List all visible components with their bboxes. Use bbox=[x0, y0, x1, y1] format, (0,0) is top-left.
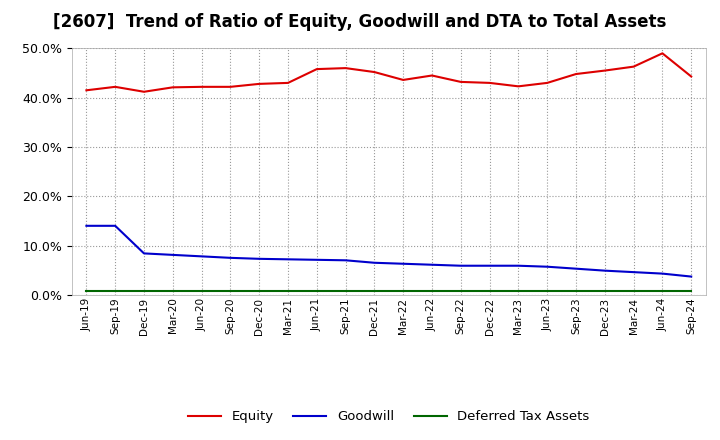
Goodwill bbox=[370, 260, 379, 265]
Deferred Tax Assets bbox=[82, 288, 91, 293]
Goodwill bbox=[82, 223, 91, 228]
Deferred Tax Assets bbox=[197, 288, 206, 293]
Deferred Tax Assets bbox=[428, 288, 436, 293]
Equity bbox=[456, 79, 465, 84]
Equity bbox=[687, 74, 696, 79]
Equity bbox=[226, 84, 235, 89]
Line: Goodwill: Goodwill bbox=[86, 226, 691, 277]
Goodwill bbox=[658, 271, 667, 276]
Equity bbox=[370, 70, 379, 75]
Equity bbox=[168, 84, 177, 90]
Deferred Tax Assets bbox=[543, 288, 552, 293]
Deferred Tax Assets bbox=[456, 288, 465, 293]
Equity bbox=[341, 66, 350, 71]
Equity bbox=[284, 80, 292, 85]
Deferred Tax Assets bbox=[255, 288, 264, 293]
Goodwill bbox=[226, 255, 235, 260]
Equity bbox=[600, 68, 609, 73]
Deferred Tax Assets bbox=[687, 288, 696, 293]
Equity bbox=[629, 64, 638, 69]
Goodwill bbox=[600, 268, 609, 273]
Deferred Tax Assets bbox=[600, 288, 609, 293]
Deferred Tax Assets bbox=[168, 288, 177, 293]
Deferred Tax Assets bbox=[111, 288, 120, 293]
Goodwill bbox=[687, 274, 696, 279]
Deferred Tax Assets bbox=[312, 288, 321, 293]
Goodwill bbox=[543, 264, 552, 269]
Equity bbox=[82, 88, 91, 93]
Goodwill bbox=[629, 269, 638, 275]
Deferred Tax Assets bbox=[140, 288, 148, 293]
Goodwill bbox=[312, 257, 321, 262]
Equity bbox=[485, 80, 494, 85]
Deferred Tax Assets bbox=[514, 288, 523, 293]
Deferred Tax Assets bbox=[572, 288, 580, 293]
Goodwill bbox=[456, 263, 465, 268]
Line: Equity: Equity bbox=[86, 53, 691, 92]
Deferred Tax Assets bbox=[341, 288, 350, 293]
Legend: Equity, Goodwill, Deferred Tax Assets: Equity, Goodwill, Deferred Tax Assets bbox=[183, 405, 595, 429]
Deferred Tax Assets bbox=[629, 288, 638, 293]
Goodwill bbox=[341, 258, 350, 263]
Deferred Tax Assets bbox=[658, 288, 667, 293]
Equity bbox=[312, 66, 321, 72]
Deferred Tax Assets bbox=[226, 288, 235, 293]
Goodwill bbox=[485, 263, 494, 268]
Equity bbox=[514, 84, 523, 89]
Deferred Tax Assets bbox=[485, 288, 494, 293]
Goodwill bbox=[428, 262, 436, 268]
Deferred Tax Assets bbox=[370, 288, 379, 293]
Goodwill bbox=[572, 266, 580, 271]
Goodwill bbox=[514, 263, 523, 268]
Goodwill bbox=[140, 251, 148, 256]
Equity bbox=[543, 80, 552, 85]
Equity bbox=[428, 73, 436, 78]
Goodwill bbox=[168, 252, 177, 257]
Equity bbox=[255, 81, 264, 87]
Equity bbox=[658, 51, 667, 56]
Equity bbox=[197, 84, 206, 89]
Deferred Tax Assets bbox=[284, 288, 292, 293]
Equity bbox=[111, 84, 120, 89]
Goodwill bbox=[197, 254, 206, 259]
Equity bbox=[399, 77, 408, 83]
Goodwill bbox=[399, 261, 408, 266]
Goodwill bbox=[111, 223, 120, 228]
Goodwill bbox=[284, 257, 292, 262]
Deferred Tax Assets bbox=[399, 288, 408, 293]
Text: [2607]  Trend of Ratio of Equity, Goodwill and DTA to Total Assets: [2607] Trend of Ratio of Equity, Goodwil… bbox=[53, 13, 667, 31]
Equity bbox=[140, 89, 148, 95]
Goodwill bbox=[255, 256, 264, 261]
Equity bbox=[572, 71, 580, 77]
